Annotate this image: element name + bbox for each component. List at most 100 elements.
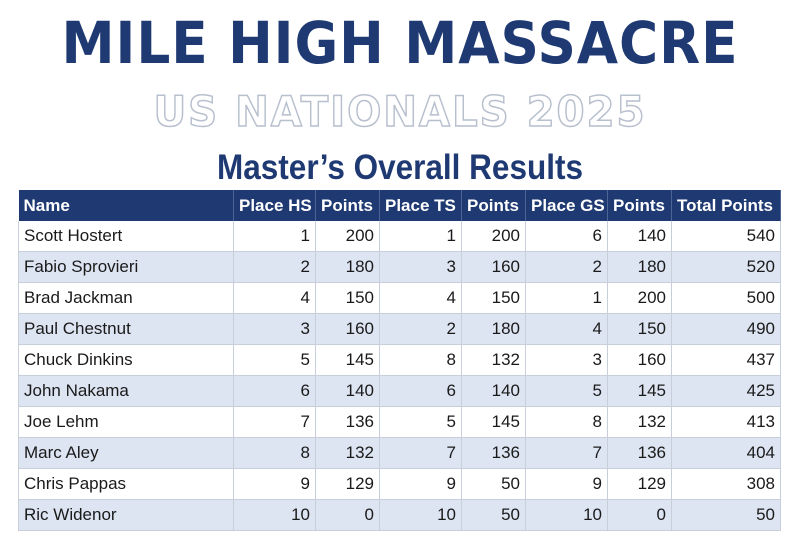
col-header-place-ts: Place TS bbox=[379, 190, 462, 221]
table-row: Scott Hostert 1 200 1 200 6 140 540 bbox=[18, 221, 781, 252]
cell-points-ts: 50 bbox=[461, 499, 526, 531]
cell-points-ts: 150 bbox=[461, 282, 526, 314]
cell-name: Paul Chestnut bbox=[18, 313, 234, 345]
cell-name: Fabio Sprovieri bbox=[18, 251, 234, 283]
cell-points-hs: 150 bbox=[315, 282, 380, 314]
cell-place-hs: 9 bbox=[233, 468, 316, 500]
cell-place-hs: 3 bbox=[233, 313, 316, 345]
results-heading: Master’s Overall Results bbox=[217, 148, 583, 187]
results-body: Scott Hostert 1 200 1 200 6 140 540 Fabio Sprovi… bbox=[18, 221, 781, 531]
cell-total-points: 413 bbox=[671, 406, 781, 438]
cell-name: John Nakama bbox=[18, 375, 234, 407]
table-row: John Nakama 6 140 6 140 5 145 425 bbox=[18, 375, 781, 407]
cell-points-gs: 136 bbox=[607, 437, 672, 469]
cell-points-ts: 50 bbox=[461, 468, 526, 500]
cell-points-gs: 132 bbox=[607, 406, 672, 438]
cell-name: Scott Hostert bbox=[18, 221, 234, 252]
cell-name: Chris Pappas bbox=[18, 468, 234, 500]
cell-total-points: 404 bbox=[671, 437, 781, 469]
cell-points-ts: 132 bbox=[461, 344, 526, 376]
cell-points-gs: 0 bbox=[607, 499, 672, 531]
cell-place-hs: 1 bbox=[233, 221, 316, 252]
cell-place-ts: 4 bbox=[379, 282, 462, 314]
table-row: Ric Widenor 10 0 10 50 10 0 50 bbox=[18, 499, 781, 531]
cell-total-points: 50 bbox=[671, 499, 781, 531]
cell-points-hs: 129 bbox=[315, 468, 380, 500]
cell-name: Ric Widenor bbox=[18, 499, 234, 531]
cell-place-ts: 7 bbox=[379, 437, 462, 469]
table-row: Chris Pappas 9 129 9 50 9 129 308 bbox=[18, 468, 781, 500]
cell-points-ts: 180 bbox=[461, 313, 526, 345]
col-header-points-gs: Points bbox=[607, 190, 672, 221]
cell-points-ts: 160 bbox=[461, 251, 526, 283]
cell-points-gs: 200 bbox=[607, 282, 672, 314]
cell-points-hs: 140 bbox=[315, 375, 380, 407]
cell-points-hs: 180 bbox=[315, 251, 380, 283]
cell-name: Marc Aley bbox=[18, 437, 234, 469]
col-header-points-ts: Points bbox=[461, 190, 526, 221]
cell-total-points: 520 bbox=[671, 251, 781, 283]
cell-points-gs: 150 bbox=[607, 313, 672, 345]
cell-points-gs: 140 bbox=[607, 221, 672, 252]
table-row: Paul Chestnut 3 160 2 180 4 150 490 bbox=[18, 313, 781, 345]
cell-place-gs: 7 bbox=[525, 437, 608, 469]
cell-place-gs: 6 bbox=[525, 221, 608, 252]
cell-place-hs: 4 bbox=[233, 282, 316, 314]
cell-place-hs: 2 bbox=[233, 251, 316, 283]
cell-total-points: 500 bbox=[671, 282, 781, 314]
cell-total-points: 540 bbox=[671, 221, 781, 252]
cell-place-gs: 4 bbox=[525, 313, 608, 345]
cell-place-ts: 6 bbox=[379, 375, 462, 407]
cell-place-ts: 9 bbox=[379, 468, 462, 500]
cell-place-ts: 5 bbox=[379, 406, 462, 438]
cell-total-points: 490 bbox=[671, 313, 781, 345]
results-table: Name Place HS Points Place TS Points Pla… bbox=[18, 190, 781, 531]
cell-place-gs: 9 bbox=[525, 468, 608, 500]
col-header-place-hs: Place HS bbox=[233, 190, 316, 221]
cell-points-hs: 136 bbox=[315, 406, 380, 438]
cell-points-hs: 132 bbox=[315, 437, 380, 469]
cell-points-ts: 140 bbox=[461, 375, 526, 407]
col-header-points-hs: Points bbox=[315, 190, 380, 221]
col-header-total-points: Total Points bbox=[671, 190, 781, 221]
cell-points-hs: 0 bbox=[315, 499, 380, 531]
table-row: Chuck Dinkins 5 145 8 132 3 160 437 bbox=[18, 344, 781, 376]
cell-points-ts: 145 bbox=[461, 406, 526, 438]
event-title: MILE HIGH MASSACRE bbox=[61, 9, 739, 77]
table-row: Brad Jackman 4 150 4 150 1 200 500 bbox=[18, 282, 781, 314]
table-header-row: Name Place HS Points Place TS Points Pla… bbox=[18, 190, 781, 221]
cell-total-points: 425 bbox=[671, 375, 781, 407]
cell-place-ts: 8 bbox=[379, 344, 462, 376]
table-row: Marc Aley 8 132 7 136 7 136 404 bbox=[18, 437, 781, 469]
table-row: Joe Lehm 7 136 5 145 8 132 413 bbox=[18, 406, 781, 438]
cell-place-gs: 5 bbox=[525, 375, 608, 407]
cell-place-gs: 1 bbox=[525, 282, 608, 314]
cell-place-ts: 1 bbox=[379, 221, 462, 252]
cell-total-points: 437 bbox=[671, 344, 781, 376]
cell-place-gs: 3 bbox=[525, 344, 608, 376]
table-row: Fabio Sprovieri 2 180 3 160 2 180 520 bbox=[18, 251, 781, 283]
cell-place-hs: 10 bbox=[233, 499, 316, 531]
cell-points-gs: 129 bbox=[607, 468, 672, 500]
cell-points-gs: 145 bbox=[607, 375, 672, 407]
cell-points-hs: 160 bbox=[315, 313, 380, 345]
cell-place-ts: 10 bbox=[379, 499, 462, 531]
event-subtitle: US NATIONALS 2025 bbox=[153, 87, 647, 137]
cell-name: Chuck Dinkins bbox=[18, 344, 234, 376]
cell-points-ts: 200 bbox=[461, 221, 526, 252]
col-header-name: Name bbox=[18, 190, 234, 221]
cell-place-ts: 3 bbox=[379, 251, 462, 283]
cell-points-gs: 160 bbox=[607, 344, 672, 376]
cell-total-points: 308 bbox=[671, 468, 781, 500]
cell-place-hs: 5 bbox=[233, 344, 316, 376]
cell-place-gs: 10 bbox=[525, 499, 608, 531]
cell-points-ts: 136 bbox=[461, 437, 526, 469]
col-header-place-gs: Place GS bbox=[525, 190, 608, 221]
cell-points-gs: 180 bbox=[607, 251, 672, 283]
cell-name: Joe Lehm bbox=[18, 406, 234, 438]
cell-place-hs: 8 bbox=[233, 437, 316, 469]
cell-points-hs: 200 bbox=[315, 221, 380, 252]
cell-name: Brad Jackman bbox=[18, 282, 234, 314]
cell-place-gs: 2 bbox=[525, 251, 608, 283]
cell-points-hs: 145 bbox=[315, 344, 380, 376]
